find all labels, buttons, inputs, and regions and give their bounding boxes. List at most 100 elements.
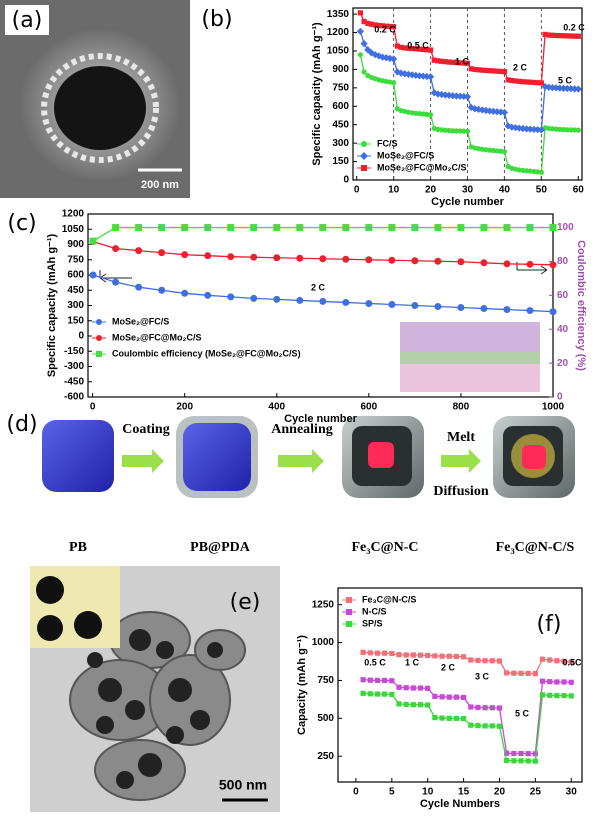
marker	[468, 66, 474, 72]
marker	[572, 33, 578, 39]
marker	[546, 32, 552, 38]
y-tick-label: 450	[67, 285, 84, 296]
marker	[181, 289, 189, 297]
marker	[372, 22, 378, 28]
marker	[426, 73, 435, 81]
marker	[204, 291, 212, 299]
marker	[450, 59, 456, 65]
marker	[319, 224, 327, 232]
marker	[482, 723, 488, 729]
annotation: 0.5C	[562, 657, 582, 667]
marker	[135, 224, 143, 232]
marker	[382, 677, 388, 684]
annotation: 5 C	[558, 75, 573, 85]
y-tick-label: 0	[343, 175, 349, 186]
marker	[548, 84, 557, 92]
marker	[296, 296, 304, 304]
y-tick-label: 600	[67, 270, 84, 281]
marker	[475, 657, 481, 664]
legend-marker	[361, 141, 367, 147]
marker	[482, 106, 490, 115]
inset-structure	[400, 322, 540, 392]
marker	[561, 679, 567, 685]
marker	[535, 80, 541, 86]
panel-label: (f)	[537, 612, 562, 637]
marker	[371, 51, 379, 59]
marker	[457, 258, 465, 266]
marker	[453, 694, 460, 700]
marker	[541, 83, 549, 91]
marker	[505, 77, 511, 83]
series-line	[359, 54, 579, 173]
marker	[425, 652, 431, 659]
legend-marker	[361, 165, 367, 171]
y-tick-label: -450	[64, 376, 84, 387]
marker	[479, 67, 485, 73]
marker	[432, 653, 438, 659]
marker	[549, 224, 557, 232]
marker	[342, 224, 350, 232]
marker	[158, 249, 166, 257]
marker	[158, 224, 166, 232]
y-axis-label: Specific capacity (mAh g⁻¹)	[46, 233, 58, 377]
marker	[539, 656, 546, 662]
marker	[389, 650, 395, 657]
marker	[453, 59, 460, 66]
marker	[525, 751, 531, 757]
marker	[439, 694, 445, 700]
marker	[475, 723, 481, 729]
marker	[396, 652, 402, 658]
panel-label: (a)	[12, 8, 43, 33]
marker	[135, 283, 143, 291]
marker	[425, 685, 431, 691]
item-label: PB@PDA	[190, 540, 251, 555]
marker	[494, 68, 500, 74]
marker	[557, 33, 563, 39]
marker	[503, 260, 511, 268]
tem-image	[30, 566, 280, 812]
marker	[112, 245, 120, 253]
marker	[518, 670, 524, 676]
marker	[549, 308, 557, 316]
marker	[572, 127, 578, 133]
marker	[367, 677, 373, 683]
marker	[574, 85, 582, 93]
sem-image	[0, 0, 190, 198]
marker	[319, 297, 327, 305]
y-tick-label: 750	[67, 254, 84, 265]
y-tick-label: 750	[332, 82, 349, 93]
legend-label: MoSe₂@FC/S	[112, 316, 169, 326]
marker	[181, 224, 189, 232]
y-tick-label: 600	[332, 101, 349, 112]
panel-label: (c)	[7, 211, 36, 236]
marker	[342, 255, 350, 263]
marker	[489, 107, 497, 115]
y-tick-label: 450	[332, 119, 349, 130]
x-tick-label: 15	[458, 787, 470, 798]
marker	[542, 31, 548, 38]
marker	[396, 701, 402, 707]
panel-label: (d)	[6, 412, 37, 437]
marker	[442, 127, 448, 133]
marker	[489, 705, 495, 711]
marker	[549, 261, 557, 269]
marker	[227, 253, 235, 261]
marker	[568, 33, 574, 39]
marker	[519, 124, 527, 133]
marker	[427, 47, 434, 53]
marker	[453, 128, 460, 134]
marker	[567, 84, 575, 93]
marker	[511, 670, 517, 676]
marker	[512, 78, 519, 84]
marker	[480, 224, 488, 232]
marker	[357, 52, 363, 58]
marker	[360, 677, 366, 683]
y2-tick-label: 20	[557, 358, 569, 369]
y-tick-label: 1050	[62, 224, 85, 235]
marker	[374, 650, 381, 656]
panel-label: (e)	[230, 590, 261, 615]
marker	[401, 70, 409, 78]
step-label: Diffusion	[433, 484, 488, 499]
marker	[356, 27, 364, 35]
marker	[273, 224, 281, 232]
